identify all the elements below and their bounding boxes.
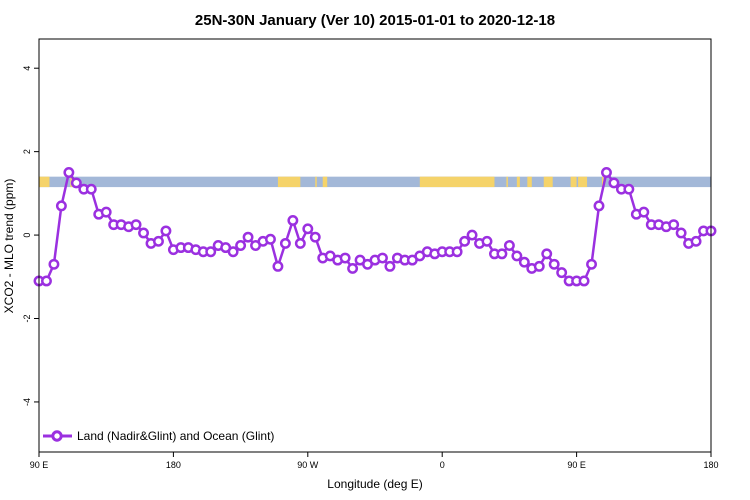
y-tick-label: 0 [22,233,32,238]
data-point [272,260,284,272]
land-segment [39,176,50,188]
plot-frame [38,38,712,453]
land-segment [578,176,588,188]
y-axis-label: XCO2 - MLO trend (ppm) [2,179,16,314]
data-point [227,246,239,258]
data-point [130,219,142,231]
axes: 90 E 180 90 W 0 90 E 180 4 2 0 -2 -4 [22,66,719,470]
data-point [451,246,463,258]
series-layer [33,167,717,287]
land-segment [322,176,328,188]
x-tick-label: 90 E [30,460,49,470]
land-segment [601,176,604,188]
land-segment [516,176,520,188]
legend-label: Land (Nadir&Glint) and Ocean (Glint) [77,429,274,443]
data-point [85,183,97,195]
data-point [459,235,471,247]
land-segment [570,176,577,188]
data-point [48,258,60,270]
data-point [556,267,568,279]
legend-marker [51,430,63,442]
y-tick-label: -2 [22,314,32,322]
land-segment [277,176,301,188]
ocean-band [39,176,711,188]
land-segment [419,176,495,188]
x-tick-label: 0 [440,460,445,470]
data-point [153,235,164,247]
data-point [302,223,314,235]
chart-title: 25N-30N January (Ver 10) 2015-01-01 to 2… [195,12,555,29]
data-point [339,252,351,264]
data-point [138,227,149,239]
data-point [548,258,560,270]
x-tick-label: 180 [703,460,718,470]
data-point [160,225,172,237]
data-point [100,206,112,218]
data-point [608,177,620,189]
data-point [279,237,291,249]
data-point [675,227,687,239]
data-point [503,240,515,251]
data-point [347,262,359,274]
data-point [294,237,306,249]
data-point [690,235,702,247]
data-point [518,256,530,268]
data-point [63,167,75,178]
data-point [205,246,217,258]
data-point [533,260,545,272]
data-point [496,248,508,260]
data-point [70,177,82,189]
y-tick-label: 4 [22,66,32,71]
y-tick-label: 2 [22,149,32,154]
data-point [638,206,650,218]
land-segment [527,176,532,188]
data-point [668,219,680,231]
x-tick-label: 180 [166,460,181,470]
data-point [593,200,605,212]
land-segment [543,176,553,188]
data-point [242,231,254,243]
data-point [623,183,635,195]
land-segment [506,176,508,188]
data-point [55,200,67,212]
data-point [41,275,52,287]
data-point [578,275,590,287]
data-point [541,248,553,260]
data-point [511,250,523,262]
x-tick-label: 90 W [297,460,319,470]
data-point [601,167,612,178]
y-tick-label: -4 [22,398,32,406]
data-point [586,258,597,270]
data-point [466,229,478,241]
land-segment [315,176,317,188]
x-axis-label: Longitude (deg E) [327,477,422,491]
data-point [287,215,299,226]
data-point [384,260,396,272]
x-tick-label: 90 E [567,460,586,470]
data-point [235,240,247,251]
land-ocean-band [39,176,711,188]
data-point [481,235,493,247]
data-point [265,233,276,245]
data-point [377,252,388,264]
legend: Land (Nadir&Glint) and Ocean (Glint) [43,429,274,443]
data-point [309,231,321,243]
